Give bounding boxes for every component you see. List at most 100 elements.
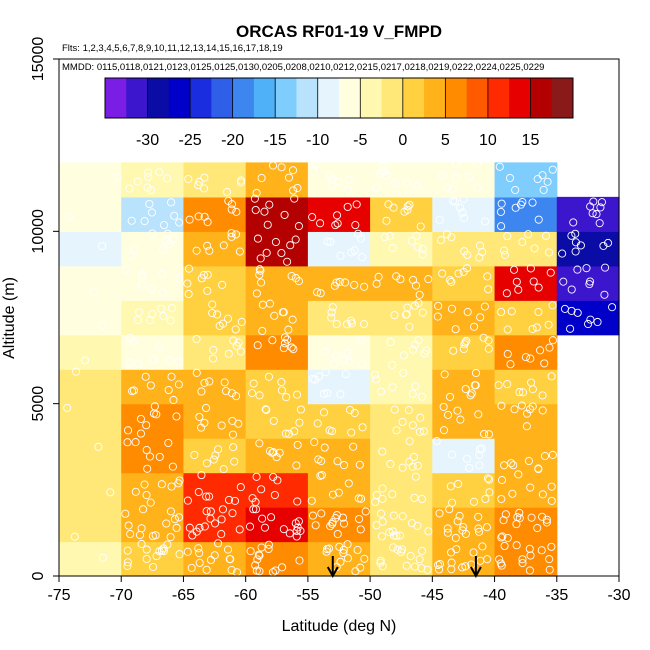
observation-point: [442, 230, 451, 239]
observation-point: [123, 558, 132, 567]
observation-point: [442, 183, 452, 192]
observation-point: [435, 509, 444, 518]
observation-point: [146, 316, 155, 325]
observation-point: [237, 317, 246, 326]
observation-point: [584, 319, 593, 329]
observation-point: [384, 200, 393, 209]
heatmap-cell: [183, 300, 247, 336]
observation-point: [129, 386, 138, 395]
heatmap-cell: [59, 231, 122, 267]
observation-point: [417, 564, 426, 573]
observation-point: [484, 430, 494, 439]
observation-point: [336, 251, 345, 260]
observation-point: [359, 320, 369, 329]
observation-point: [459, 194, 468, 203]
observation-point: [386, 459, 395, 469]
observation-point: [174, 357, 184, 366]
observation-point: [380, 233, 389, 242]
observation-point: [123, 438, 132, 447]
observation-point: [534, 283, 543, 292]
observation-point: [231, 325, 240, 334]
observation-point: [326, 237, 335, 246]
observation-point: [255, 551, 264, 560]
observation-point: [560, 304, 570, 313]
observation-point: [328, 490, 338, 499]
observation-point: [206, 514, 215, 523]
observation-point: [123, 561, 132, 570]
x-tick-label: -30: [607, 587, 630, 604]
observation-point: [277, 563, 287, 572]
observation-point: [227, 565, 236, 575]
observation-point: [538, 512, 547, 521]
observation-point: [185, 523, 194, 532]
observation-point: [512, 541, 521, 550]
observation-point: [328, 181, 337, 190]
observation-point: [197, 387, 206, 396]
observation-point: [283, 335, 292, 344]
observation-point: [360, 554, 369, 563]
colorbar-swatch: [253, 78, 276, 118]
observation-point: [526, 483, 535, 492]
observation-point: [206, 555, 215, 565]
observation-point: [479, 333, 488, 342]
observation-point: [389, 511, 398, 520]
dates-note-box: [59, 59, 619, 73]
observation-point: [530, 244, 539, 253]
observation-point: [228, 509, 237, 518]
observation-point: [353, 545, 362, 555]
observation-point: [265, 299, 275, 308]
colorbar-swatch: [551, 78, 574, 118]
observation-point: [203, 286, 212, 295]
heatmap-cell: [494, 369, 558, 405]
observation-point: [331, 221, 340, 230]
observation-point: [268, 336, 277, 345]
observation-point: [540, 452, 550, 461]
observation-point: [545, 565, 554, 574]
observation-point: [411, 281, 421, 290]
observation-point: [379, 167, 388, 176]
colorbar: -30 -25 -20 -15 -10 -5 0 5 10 15: [104, 77, 574, 149]
heatmap-cell: [59, 265, 122, 301]
heatmap-cell: [183, 162, 247, 198]
observation-point: [344, 479, 353, 488]
observation-point: [195, 412, 204, 421]
observation-point: [432, 437, 441, 446]
observation-point: [313, 288, 322, 297]
observation-point: [223, 187, 232, 197]
observation-point: [261, 405, 270, 414]
observation-point: [469, 548, 478, 557]
colorbar-tick-label: -20: [221, 132, 244, 149]
observation-point: [321, 368, 330, 377]
observation-point: [508, 489, 517, 498]
observation-point: [514, 285, 523, 294]
observation-point: [175, 513, 184, 522]
observation-point: [174, 380, 183, 389]
observation-point: [372, 279, 381, 288]
observation-point: [137, 539, 146, 549]
observation-point: [291, 274, 300, 283]
observation-point: [533, 523, 542, 533]
observation-point: [372, 521, 381, 530]
observation-point: [281, 429, 290, 438]
observation-point: [573, 308, 582, 317]
observation-point: [379, 162, 388, 171]
observation-point: [448, 498, 457, 507]
heatmap-cell: [59, 403, 122, 439]
observation-point: [194, 181, 203, 190]
heatmap-cell: [432, 300, 496, 336]
observation-point: [209, 455, 218, 464]
observation-point: [286, 241, 295, 250]
observation-point: [332, 351, 341, 360]
observation-point: [475, 451, 484, 460]
observation-point: [158, 245, 167, 254]
observation-point: [203, 270, 212, 279]
observation-point: [500, 461, 509, 470]
observation-point: [190, 450, 199, 460]
observation-point: [451, 325, 460, 334]
observation-point: [262, 248, 271, 257]
observation-point: [378, 494, 387, 503]
heatmap-cell: [183, 196, 247, 232]
observation-point: [260, 207, 269, 216]
observation-point: [336, 557, 345, 566]
